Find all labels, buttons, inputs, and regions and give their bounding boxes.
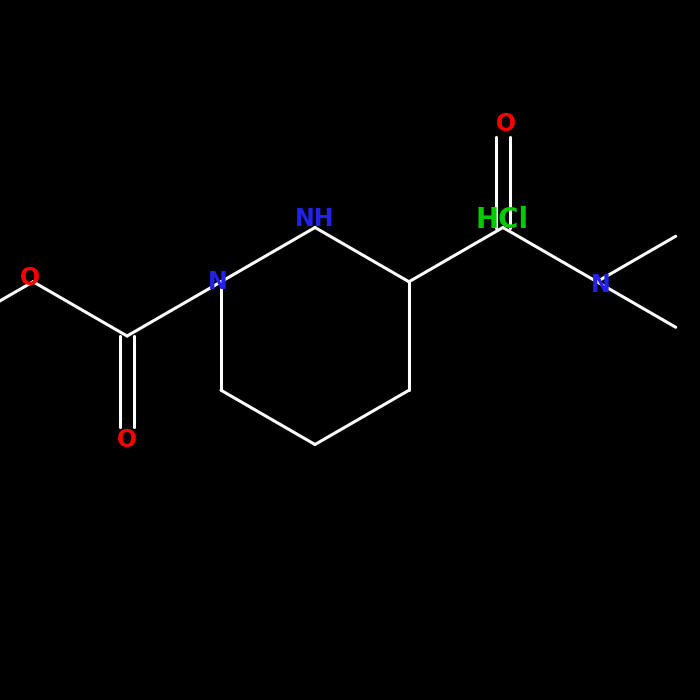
Text: O: O: [496, 112, 517, 136]
Text: NH: NH: [295, 207, 335, 231]
Text: N: N: [591, 273, 610, 298]
Text: HCl: HCl: [476, 206, 529, 235]
Text: O: O: [117, 428, 137, 452]
Text: N: N: [208, 270, 228, 294]
Text: O: O: [20, 266, 40, 290]
